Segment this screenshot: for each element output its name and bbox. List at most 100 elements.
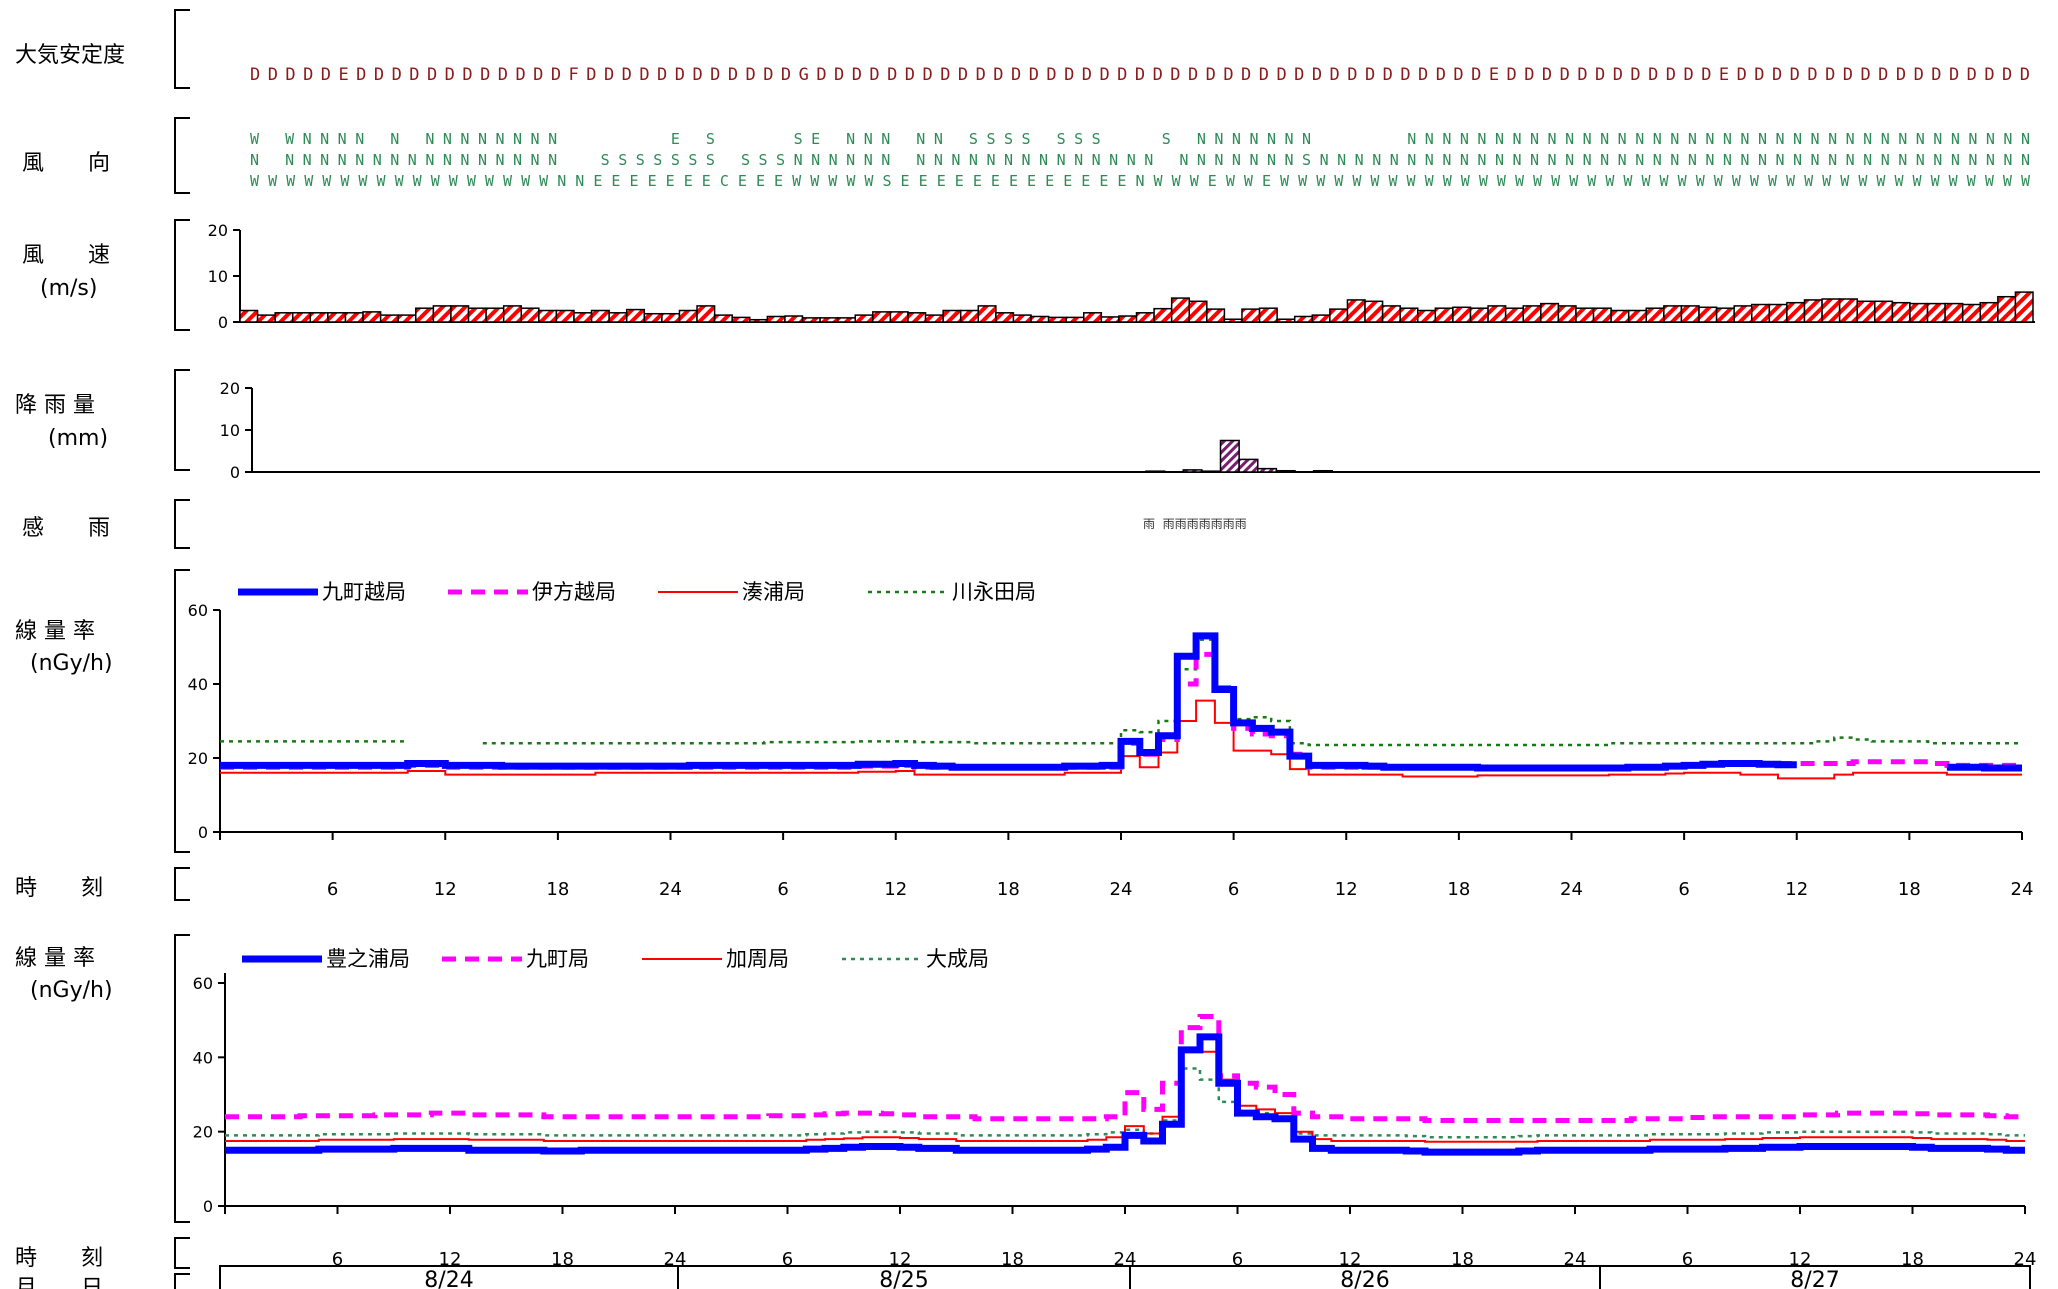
time2-tick-label: 6 <box>1232 1249 1243 1270</box>
time1-tick-label: 12 <box>1335 879 1358 900</box>
wind-speed-bar <box>1663 305 1683 323</box>
time2-tick-label: 24 <box>664 1249 687 1270</box>
label-time-2: 時 刻 <box>15 1246 103 1271</box>
dose2-series-line <box>225 1067 2025 1139</box>
wind-speed-bar <box>1944 302 1964 323</box>
wind-speed-bar <box>625 308 646 323</box>
row-brackets <box>174 9 190 1289</box>
label-date: 月 日 <box>15 1276 103 1289</box>
wind-speed-bar <box>1170 297 1190 323</box>
rainfall-bar <box>1238 458 1259 473</box>
label-wind-direction: 風 向 <box>22 151 110 176</box>
wind-speed-bar <box>924 314 944 323</box>
wind-speed-bar <box>731 316 751 323</box>
wind-speed-bar <box>520 307 540 323</box>
dose2-y-tick-label: 0 <box>203 1197 213 1216</box>
wind-speed-bar <box>819 317 839 323</box>
wind-speed-bar <box>1891 301 1911 323</box>
wind-speed-bar <box>467 307 487 323</box>
wind-speed-bar <box>1311 314 1331 323</box>
wind-speed-bar <box>678 309 698 323</box>
dose1-legend-label: 川永田局 <box>952 580 1036 604</box>
wind-speed-bar <box>1100 316 1120 323</box>
dose1-series-line <box>220 632 2022 772</box>
wind-speed-bar <box>1487 305 1507 323</box>
time1-tick-label: 18 <box>1447 879 1470 900</box>
wind-direction-row-3: WWWWWWWWWWWWWWWWWNNEEEEEEECEEEWWWWWSEEEE… <box>250 172 2031 190</box>
dose1-y-tick-label: 20 <box>188 749 208 768</box>
rainfall-bar <box>1275 469 1296 473</box>
time1-tick-label: 6 <box>1228 879 1239 900</box>
time1-tick-label: 12 <box>434 879 457 900</box>
dose1-legend-label: 湊浦局 <box>742 580 805 604</box>
wind-speed-bar <box>1381 305 1401 323</box>
time-axis-2: 6 12 18 24 6 12 18 24 6 12 18 24 6 12 18 24 <box>332 1249 2037 1270</box>
wind-speed-bar <box>1540 302 1560 323</box>
rainfall-bar <box>1182 469 1203 473</box>
wind-speed-bar <box>1135 312 1155 323</box>
wind-speed-bar <box>397 314 417 323</box>
date-label: 8/26 <box>1340 1268 1389 1289</box>
time2-tick-label: 6 <box>1682 1249 1693 1270</box>
label-rain-sense: 感 雨 <box>22 516 110 541</box>
wind-speed-bar <box>415 307 435 323</box>
wind-speed-bar <box>749 318 769 323</box>
wind-speed-bar <box>1153 307 1173 323</box>
wind-speed-bar <box>801 317 821 323</box>
wind-speed-bar <box>836 317 856 323</box>
dose1-legend-label: 九町越局 <box>322 580 406 604</box>
wind-speed-bar <box>1733 305 1753 323</box>
dose1-series-line <box>220 638 2022 747</box>
wind-speed-bar <box>590 309 610 323</box>
wind-speed-bar <box>239 309 259 323</box>
wind-speed-bar <box>872 311 892 323</box>
stability-sequence: DDDDDEDDDDDDDDDDDDFDDDDDDDDDDDDGDDDDDDDD… <box>250 65 2030 85</box>
rainfall-panel: 0 10 20 <box>220 379 2040 482</box>
wind-speed-bar <box>1979 301 1999 323</box>
dose2-y-tick-label: 20 <box>193 1123 213 1142</box>
time1-tick-label: 12 <box>884 879 907 900</box>
wind-speed-bar <box>696 305 716 323</box>
wind-speed-bar <box>1118 315 1138 323</box>
wind-speed-bar <box>538 309 558 323</box>
rainfall-bar <box>1145 470 1166 473</box>
wind-speed-bar <box>1856 300 1876 323</box>
dose1-y-tick-label: 60 <box>188 601 208 620</box>
time2-tick-label: 12 <box>1789 1249 1812 1270</box>
wind-speed-bar <box>1399 307 1419 323</box>
label-rainfall-unit: (mm) <box>48 426 108 451</box>
label-time-1: 時 刻 <box>15 876 103 901</box>
wind-speed-bar <box>661 312 681 323</box>
wind-speed-bar <box>2014 291 2034 323</box>
label-dose-rate-1-unit: (nGy/h) <box>30 651 113 676</box>
wind-speed-bar <box>1241 308 1261 323</box>
wind-speed-bar <box>1258 307 1278 323</box>
wind-speed-bar <box>1469 307 1489 323</box>
wind-speed-bar <box>1715 307 1735 323</box>
time2-tick-label: 18 <box>551 1249 574 1270</box>
wind-speed-bar <box>854 314 874 323</box>
wind-speed-bar <box>1012 314 1032 323</box>
time1-tick-label: 18 <box>546 879 569 900</box>
time2-tick-label: 18 <box>1901 1249 1924 1270</box>
time1-tick-label: 6 <box>1678 879 1689 900</box>
time2-tick-label: 12 <box>439 1249 462 1270</box>
time2-tick-label: 18 <box>1001 1249 1024 1270</box>
time2-tick-label: 12 <box>1339 1249 1362 1270</box>
wind-speed-bar <box>1627 309 1648 323</box>
rainfall-bar <box>1219 439 1240 473</box>
wind-speed-bar <box>608 312 628 323</box>
label-dose-rate-2: 線 量 率 <box>15 946 95 971</box>
time1-tick-label: 6 <box>327 879 338 900</box>
wind-speed-bar <box>1346 299 1366 323</box>
wind-speed-bar <box>1452 306 1472 323</box>
wind-speed-bar <box>1575 307 1595 323</box>
wind-speed-bar <box>1838 298 1858 323</box>
wind-speed-bar <box>274 312 294 323</box>
date-label: 8/27 <box>1790 1268 1839 1289</box>
wind-speed-bar <box>502 305 523 323</box>
wind-speed-y-tick-label: 20 <box>208 221 228 240</box>
wind-speed-bar <box>291 312 312 323</box>
time2-tick-label: 6 <box>782 1249 793 1270</box>
wind-speed-bar <box>1645 307 1665 323</box>
